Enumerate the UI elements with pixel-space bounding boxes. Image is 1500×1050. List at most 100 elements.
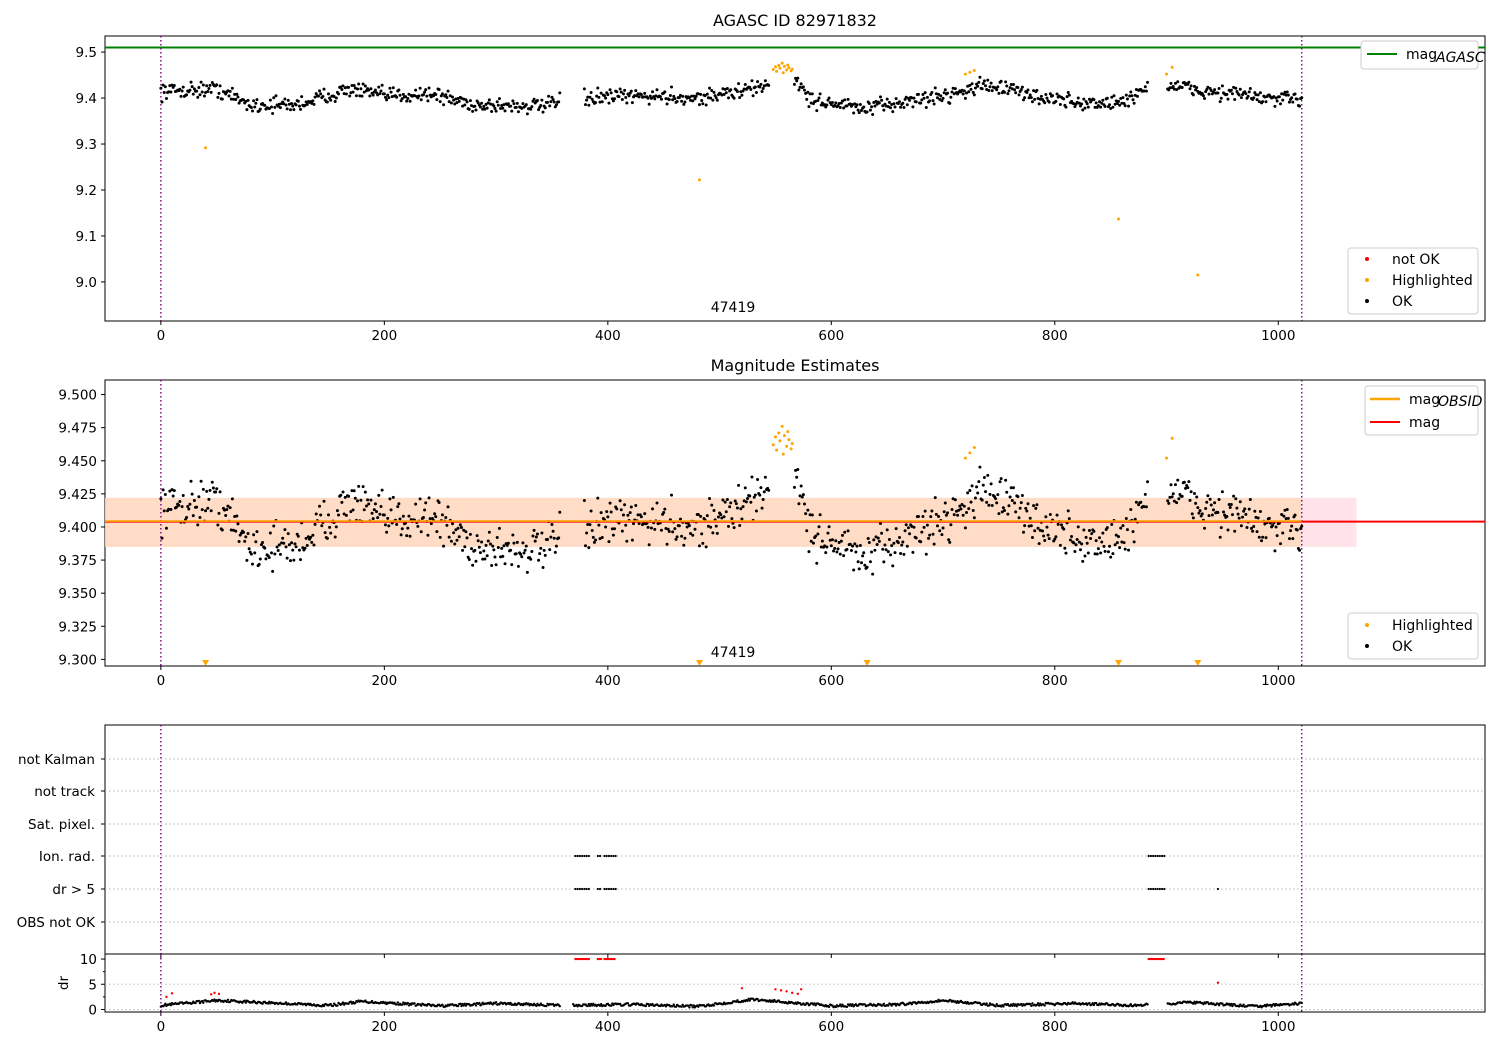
ok-point bbox=[344, 513, 348, 517]
ok-point bbox=[1237, 516, 1241, 520]
ok-point bbox=[748, 494, 752, 498]
flag-point bbox=[610, 887, 613, 891]
ok-point bbox=[473, 548, 477, 552]
ok-point bbox=[852, 568, 856, 572]
dr-point bbox=[1230, 1002, 1233, 1006]
ok-point bbox=[682, 102, 686, 106]
dr-point bbox=[509, 1001, 512, 1005]
dr-point bbox=[586, 1004, 589, 1008]
ok-point bbox=[1092, 98, 1096, 102]
ok-point bbox=[1072, 541, 1076, 545]
ok-point bbox=[729, 501, 733, 505]
ok-point bbox=[634, 504, 638, 508]
ok-point bbox=[454, 97, 458, 101]
highlighted-point bbox=[782, 434, 786, 438]
ok-point bbox=[760, 506, 764, 510]
flag-point bbox=[585, 887, 588, 891]
ok-point bbox=[804, 512, 808, 516]
ok-point bbox=[995, 88, 999, 92]
ok-point bbox=[220, 528, 224, 532]
ok-point bbox=[249, 552, 253, 556]
ok-point bbox=[728, 505, 732, 509]
ok-point bbox=[364, 504, 368, 508]
ok-point bbox=[828, 538, 832, 542]
ok-point bbox=[689, 532, 693, 536]
ok-point bbox=[205, 84, 209, 88]
ok-point bbox=[525, 112, 529, 116]
ok-point bbox=[582, 499, 586, 503]
ok-point bbox=[178, 500, 182, 504]
ok-point bbox=[437, 88, 441, 92]
ok-point bbox=[534, 535, 538, 539]
ok-point bbox=[1252, 524, 1256, 528]
ok-point bbox=[312, 543, 316, 547]
ok-point bbox=[1252, 96, 1256, 100]
ok-point bbox=[999, 79, 1003, 83]
ok-point bbox=[967, 90, 971, 94]
ok-point bbox=[978, 75, 982, 79]
ok-point bbox=[990, 504, 994, 508]
ok-point bbox=[215, 83, 219, 87]
ok-point bbox=[724, 91, 728, 95]
dr-point-not-ok bbox=[574, 957, 577, 961]
ok-point bbox=[1032, 504, 1036, 508]
ok-point bbox=[1143, 85, 1147, 89]
ok-point bbox=[894, 97, 898, 101]
ok-point bbox=[1298, 104, 1302, 108]
flag-point bbox=[1163, 854, 1166, 858]
ok-point bbox=[368, 94, 372, 98]
ok-point bbox=[206, 90, 210, 94]
ok-point bbox=[1139, 500, 1143, 504]
ok-point bbox=[1036, 526, 1040, 530]
ok-point bbox=[1191, 93, 1195, 97]
dr-point bbox=[671, 1005, 674, 1008]
dr-point bbox=[462, 1004, 465, 1007]
ok-point bbox=[853, 542, 857, 546]
ok-point bbox=[889, 106, 893, 110]
ok-point bbox=[1196, 506, 1200, 510]
ok-point bbox=[1123, 547, 1127, 551]
ok-point bbox=[808, 92, 812, 96]
ok-point bbox=[838, 105, 842, 109]
ok-point bbox=[760, 90, 764, 94]
ok-point bbox=[881, 104, 885, 108]
ok-point bbox=[332, 95, 336, 99]
ok-point bbox=[515, 101, 519, 105]
ok-point bbox=[1080, 542, 1084, 546]
ok-point bbox=[1209, 503, 1213, 507]
flag-point bbox=[598, 887, 602, 891]
ok-point bbox=[216, 95, 220, 99]
ok-point bbox=[934, 512, 938, 516]
ok-point bbox=[261, 541, 265, 545]
legend-status-label: OK bbox=[1392, 639, 1413, 655]
ok-point bbox=[649, 96, 653, 100]
ok-point bbox=[1208, 497, 1212, 501]
ok-point bbox=[278, 552, 282, 556]
ok-point bbox=[1234, 86, 1238, 90]
ok-point bbox=[805, 97, 809, 101]
ok-point bbox=[396, 505, 400, 509]
x-tick-label: 400 bbox=[595, 673, 621, 689]
ok-point bbox=[1170, 495, 1174, 499]
ok-point bbox=[1075, 538, 1079, 542]
ok-point bbox=[901, 101, 905, 105]
dr-point-not-ok bbox=[587, 957, 591, 961]
ok-point bbox=[862, 551, 866, 555]
flag-point bbox=[614, 854, 617, 858]
ok-point bbox=[268, 531, 272, 535]
ok-point bbox=[877, 539, 881, 543]
ok-point bbox=[940, 99, 944, 103]
ok-point bbox=[406, 96, 410, 100]
ok-point bbox=[551, 98, 555, 102]
ok-point bbox=[483, 557, 487, 561]
ok-point bbox=[966, 491, 970, 495]
ok-point bbox=[1028, 516, 1032, 520]
ok-point bbox=[207, 497, 211, 501]
ok-point bbox=[754, 91, 758, 95]
ok-point bbox=[218, 490, 222, 494]
ok-point bbox=[655, 88, 659, 92]
ok-point bbox=[530, 550, 534, 554]
ok-point bbox=[1188, 498, 1192, 502]
panel-2-obsid-label: 47419 bbox=[711, 645, 756, 661]
ok-point bbox=[1118, 103, 1122, 107]
